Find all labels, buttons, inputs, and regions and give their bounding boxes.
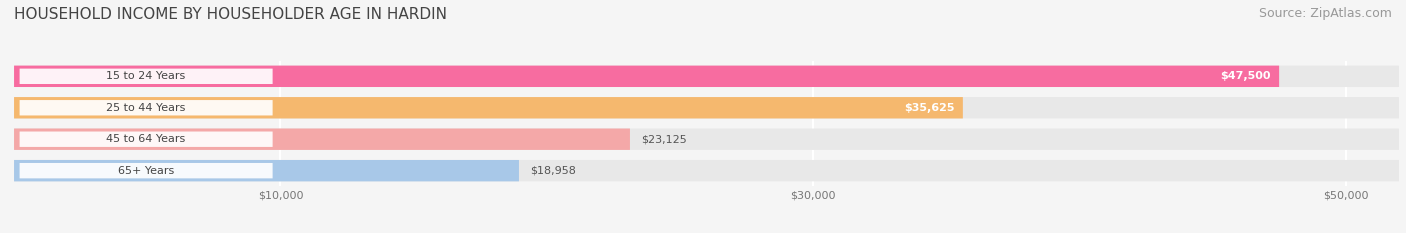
Text: $23,125: $23,125 <box>641 134 686 144</box>
FancyBboxPatch shape <box>14 97 963 118</box>
FancyBboxPatch shape <box>14 160 519 181</box>
FancyBboxPatch shape <box>14 66 1399 87</box>
FancyBboxPatch shape <box>14 97 1399 118</box>
FancyBboxPatch shape <box>14 160 1399 181</box>
Text: $47,500: $47,500 <box>1220 71 1271 81</box>
FancyBboxPatch shape <box>20 131 273 147</box>
Text: Source: ZipAtlas.com: Source: ZipAtlas.com <box>1258 7 1392 20</box>
Text: 45 to 64 Years: 45 to 64 Years <box>107 134 186 144</box>
Text: $35,625: $35,625 <box>904 103 955 113</box>
Text: 25 to 44 Years: 25 to 44 Years <box>107 103 186 113</box>
FancyBboxPatch shape <box>20 69 273 84</box>
FancyBboxPatch shape <box>20 163 273 178</box>
Text: 65+ Years: 65+ Years <box>118 166 174 176</box>
FancyBboxPatch shape <box>14 129 630 150</box>
FancyBboxPatch shape <box>14 129 1399 150</box>
Text: 15 to 24 Years: 15 to 24 Years <box>107 71 186 81</box>
Text: HOUSEHOLD INCOME BY HOUSEHOLDER AGE IN HARDIN: HOUSEHOLD INCOME BY HOUSEHOLDER AGE IN H… <box>14 7 447 22</box>
Text: $18,958: $18,958 <box>530 166 576 176</box>
FancyBboxPatch shape <box>20 100 273 116</box>
FancyBboxPatch shape <box>14 66 1279 87</box>
